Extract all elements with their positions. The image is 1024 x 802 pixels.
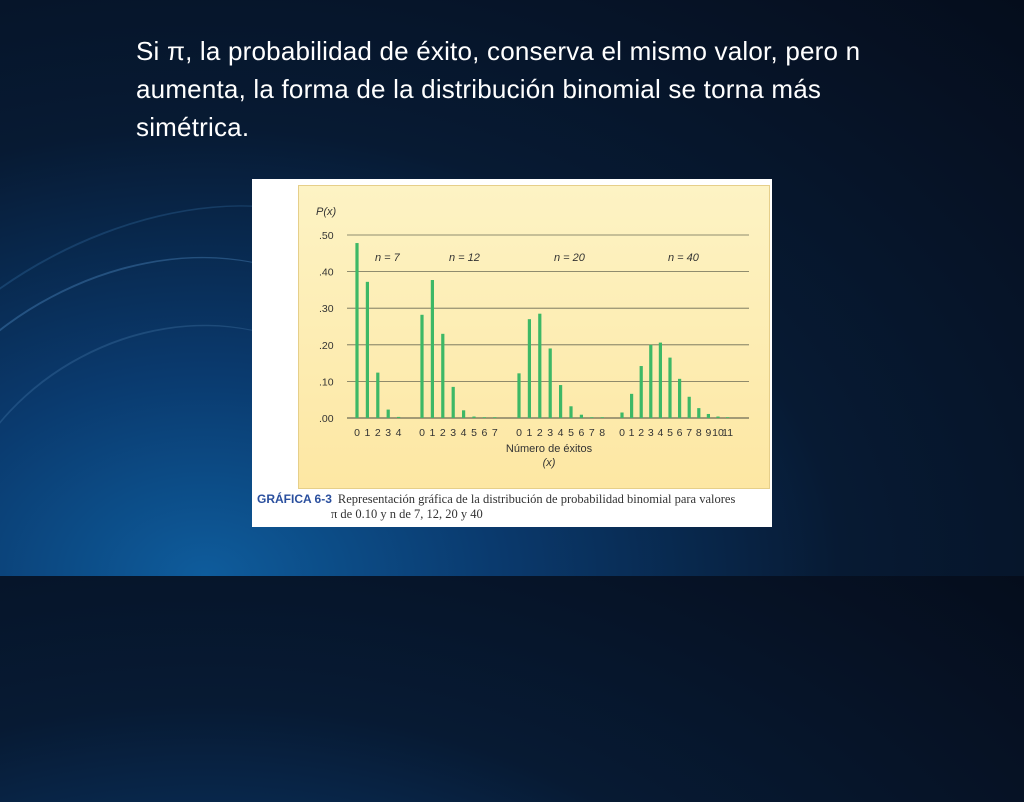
bar bbox=[397, 416, 401, 418]
x-axis-label: Número de éxitos bbox=[506, 443, 593, 455]
series-label: n = 40 bbox=[668, 252, 700, 264]
x-tick-label: 0 bbox=[619, 427, 625, 439]
x-tick-label: 5 bbox=[667, 427, 673, 439]
series-label: n = 20 bbox=[554, 252, 586, 264]
figure-caption: GRÁFICA 6-3 Representación gráfica de la … bbox=[257, 492, 769, 522]
x-tick-label: 11 bbox=[722, 427, 733, 439]
bar bbox=[639, 366, 643, 418]
x-tick-label: 3 bbox=[450, 427, 456, 439]
bar bbox=[355, 243, 359, 418]
bar bbox=[527, 319, 531, 418]
series-labels: n = 7 n = 12 n = 20 n = 40 bbox=[375, 252, 700, 264]
x-tick-label: 0 bbox=[354, 427, 360, 439]
x-tick-label: 4 bbox=[558, 427, 564, 439]
x-tick-label: 8 bbox=[599, 427, 605, 439]
bar bbox=[706, 413, 710, 418]
x-tick-label: 0 bbox=[516, 427, 522, 439]
y-tick-label: .40 bbox=[319, 267, 334, 279]
bar bbox=[716, 416, 720, 418]
x-tick-label: 6 bbox=[677, 427, 683, 439]
bar bbox=[482, 417, 486, 418]
x-tick-label: 1 bbox=[364, 427, 370, 439]
x-tick-label: 2 bbox=[375, 427, 381, 439]
bar bbox=[678, 378, 682, 418]
x-tick-label: 2 bbox=[638, 427, 644, 439]
bar bbox=[658, 342, 662, 418]
bar bbox=[687, 396, 691, 418]
bar bbox=[472, 416, 476, 418]
bar bbox=[517, 373, 521, 418]
series-label: n = 7 bbox=[375, 252, 401, 264]
bar bbox=[630, 393, 634, 418]
bar bbox=[538, 313, 542, 418]
bar bbox=[668, 357, 672, 418]
slide-title: Si π, la probabilidad de éxito, conserva… bbox=[136, 36, 861, 142]
y-tick-label: .20 bbox=[319, 340, 334, 352]
bar bbox=[579, 414, 583, 418]
y-tick-label: .50 bbox=[319, 230, 334, 242]
y-tick-labels: .00 .10 .20 .30 .40 .50 bbox=[319, 230, 334, 425]
caption-figure-id: GRÁFICA 6-3 bbox=[257, 492, 332, 506]
bar bbox=[441, 333, 445, 418]
y-tick-label: .00 bbox=[319, 413, 334, 425]
caption-line-2: π de 0.10 y n de 7, 12, 20 y 40 bbox=[331, 507, 483, 521]
x-tick-label: 2 bbox=[440, 427, 446, 439]
x-tick-label: 3 bbox=[648, 427, 654, 439]
x-tick-label: 7 bbox=[589, 427, 595, 439]
x-tick-label: 3 bbox=[385, 427, 391, 439]
bar bbox=[548, 348, 552, 418]
y-tick-label: .10 bbox=[319, 376, 334, 388]
x-tick-label: 7 bbox=[492, 427, 498, 439]
x-tick-label: 4 bbox=[461, 427, 467, 439]
bar bbox=[600, 417, 604, 418]
x-tick-label: 5 bbox=[471, 427, 477, 439]
x-tick-label: 1 bbox=[629, 427, 635, 439]
x-tick-label: 6 bbox=[481, 427, 487, 439]
bar bbox=[620, 412, 624, 418]
bars bbox=[355, 243, 730, 418]
bar bbox=[649, 344, 653, 418]
x-tick-label: 5 bbox=[568, 427, 574, 439]
caption-line-1: Representación gráfica de la distribució… bbox=[337, 492, 736, 506]
series-label: n = 12 bbox=[449, 252, 480, 264]
gridlines bbox=[347, 234, 749, 419]
x-tick-label: 8 bbox=[696, 427, 702, 439]
bar bbox=[365, 281, 369, 418]
x-tick-label: 9 bbox=[705, 427, 711, 439]
bar bbox=[462, 410, 466, 418]
y-tick-label: .30 bbox=[319, 303, 334, 315]
bar bbox=[493, 417, 497, 418]
bar bbox=[420, 314, 424, 418]
bar bbox=[569, 406, 573, 418]
bar bbox=[697, 408, 701, 418]
x-tick-label: 7 bbox=[686, 427, 692, 439]
x-axis-sublabel: (x) bbox=[543, 457, 556, 469]
bar bbox=[430, 280, 434, 418]
x-tick-label: 1 bbox=[526, 427, 532, 439]
bar bbox=[726, 417, 730, 418]
bar bbox=[451, 386, 455, 418]
bar bbox=[559, 385, 563, 418]
bar bbox=[590, 417, 594, 418]
x-tick-label: 2 bbox=[537, 427, 543, 439]
bar bbox=[376, 372, 380, 418]
x-tick-label: 4 bbox=[657, 427, 663, 439]
x-tick-label: 1 bbox=[429, 427, 435, 439]
x-tick-label: 10 bbox=[712, 427, 724, 439]
bar bbox=[386, 409, 390, 418]
x-tick-label: 3 bbox=[547, 427, 553, 439]
x-tick-label: 4 bbox=[396, 427, 402, 439]
x-tick-label: 0 bbox=[419, 427, 425, 439]
x-tick-label: 6 bbox=[578, 427, 584, 439]
y-axis-label: P(x) bbox=[316, 206, 337, 218]
